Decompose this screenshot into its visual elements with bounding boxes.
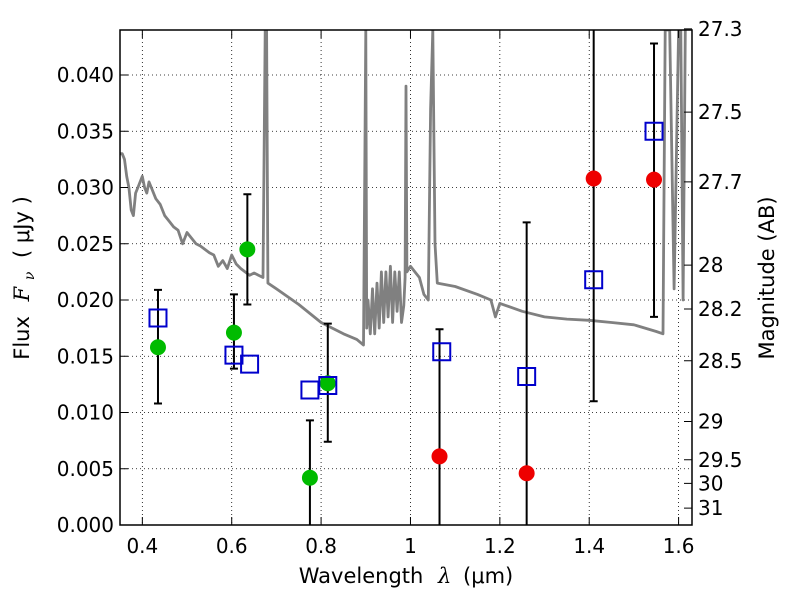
y2-axis-label: Magnitude (AB) [755, 196, 779, 359]
model-flux-square [517, 367, 537, 386]
y-axis-label-subscript: ν [22, 271, 38, 280]
x-axis-label-symbol: λ [437, 564, 451, 588]
x-tick-label: 0.6 [216, 534, 248, 558]
y-axis-label: Flux F ν ( μJy ) [10, 196, 39, 360]
detection-point [239, 241, 256, 258]
x-tick-label: 1.2 [484, 534, 516, 558]
y2-tick-label: 28.2 [698, 297, 743, 321]
y-axis-label-text: Flux [10, 316, 34, 360]
x-tick-label: 1.4 [573, 534, 605, 558]
y2-tick-label: 28.5 [698, 349, 743, 373]
detection-point [301, 469, 318, 486]
x-tick-label: 1.6 [663, 534, 695, 558]
tick-label-layer: 0.4 0.6 0.8 1 1.2 1.4 1.6 0.000 0.005 0.010 0.015 0… [57, 17, 743, 558]
model-flux-square [300, 380, 320, 400]
model-flux-square [644, 121, 664, 141]
model-flux-square [318, 376, 338, 395]
y2-tick-label: 30 [698, 471, 723, 495]
x-tick-label: 1 [404, 534, 417, 558]
detection-point [225, 324, 242, 341]
y-tick-label: 0.040 [57, 63, 114, 87]
y-tick-label: 0.035 [57, 119, 114, 143]
red-data-point [518, 465, 535, 482]
red-data-point [585, 170, 602, 187]
model-flux-square [240, 354, 260, 374]
y-tick-label: 0.030 [57, 176, 114, 200]
x-axis-label-text: Wavelength [299, 564, 424, 588]
marker-layer [148, 121, 664, 486]
y2-tick-label: 27.3 [698, 17, 743, 41]
x-tick-label: 0.8 [305, 534, 337, 558]
detection-point [149, 339, 166, 356]
spectrum-layer [120, 30, 687, 347]
y-tick-label: 0.025 [57, 232, 114, 256]
y2-tick-label: 29 [698, 410, 723, 434]
red-data-point [646, 171, 663, 188]
y2-tick-label: 27.7 [698, 170, 743, 194]
model-flux-square [148, 308, 168, 328]
y-tick-label: 0.005 [57, 457, 114, 481]
y2-tick-label: 27.5 [698, 100, 743, 124]
model-spectrum-line [120, 30, 687, 347]
red-data-point [431, 448, 448, 465]
y2-tick-label: 31 [698, 496, 723, 520]
y-axis-label-unit: ( μJy ) [10, 196, 34, 258]
x-axis-label: Wavelength λ (μm) [299, 564, 513, 588]
axes-layer [119, 28, 693, 526]
x-axis-label-unit: (μm) [463, 564, 513, 588]
y-axis-label-symbol: F [10, 285, 34, 302]
y2-tick-label: 29.5 [698, 448, 743, 472]
x-tick-label: 0.4 [126, 534, 158, 558]
plot-frame [119, 29, 693, 526]
y-tick-label: 0.000 [57, 513, 114, 537]
y-tick-label: 0.015 [57, 344, 114, 368]
model-flux-square [584, 270, 604, 290]
y-tick-label: 0.020 [57, 288, 114, 312]
y2-tick-label: 28 [698, 253, 723, 277]
model-flux-square [432, 342, 452, 362]
y-tick-label: 0.010 [57, 401, 114, 425]
